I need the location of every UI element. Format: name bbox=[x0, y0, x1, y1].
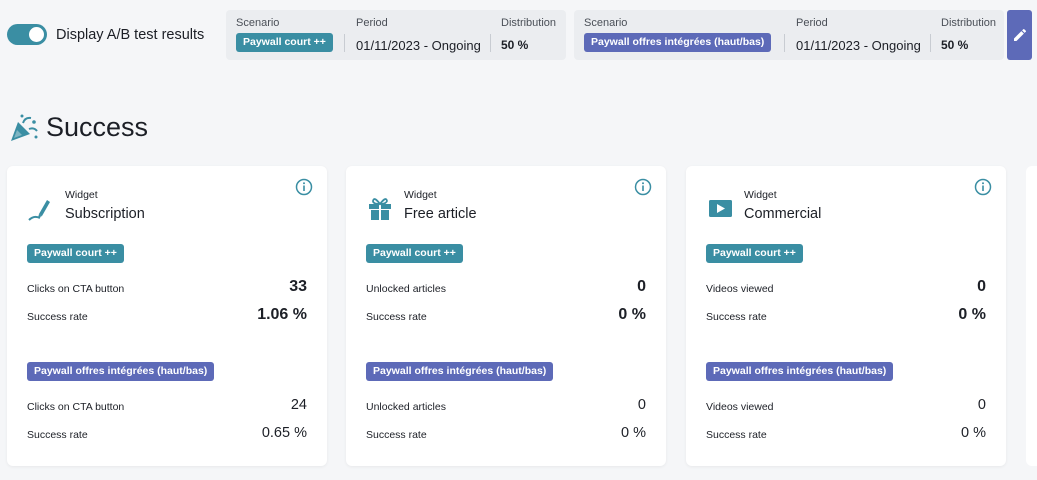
widget-caption: Widget bbox=[744, 189, 777, 201]
metric-label: Success rate bbox=[366, 429, 427, 441]
distribution-caption: Distribution bbox=[501, 17, 557, 29]
widget-caption: Widget bbox=[404, 189, 437, 201]
metric-value: 0 bbox=[977, 397, 986, 413]
widget-caption: Widget bbox=[65, 189, 98, 201]
period-caption: Period bbox=[796, 17, 828, 29]
distribution-value: 50 % bbox=[941, 38, 969, 52]
metric-value: 24 bbox=[290, 397, 307, 413]
edit-button[interactable] bbox=[1007, 10, 1032, 60]
divider bbox=[344, 34, 345, 52]
distribution-value: 50 % bbox=[501, 38, 529, 52]
distribution-caption: Distribution bbox=[941, 17, 997, 29]
scenario-badge: Paywall offres intégrées (haut/bas) bbox=[584, 33, 772, 52]
period-column: Period 01/11/2023 - Ongoing bbox=[356, 17, 481, 53]
metric-label: Unlocked articles bbox=[366, 401, 446, 413]
pen-icon bbox=[28, 200, 50, 221]
metric-value: 0 bbox=[637, 278, 646, 295]
scenario-badge: Paywall offres intégrées (haut/bas) bbox=[27, 362, 215, 381]
info-icon[interactable] bbox=[974, 178, 992, 196]
metric-label: Videos viewed bbox=[706, 283, 774, 295]
metric-label: Success rate bbox=[27, 311, 88, 323]
section-title: Success bbox=[46, 112, 149, 142]
metric-value: 0 % bbox=[621, 425, 646, 441]
video-play-icon bbox=[709, 200, 732, 217]
metric-value: 0 % bbox=[618, 306, 646, 323]
scenario-badge: Paywall court ++ bbox=[366, 244, 463, 263]
metric-label: Success rate bbox=[27, 429, 88, 441]
ab-toggle-row: Display A/B test results bbox=[7, 24, 204, 45]
metric-value: 1.06 % bbox=[257, 306, 307, 323]
metric-label: Videos viewed bbox=[706, 401, 774, 413]
scenario-badge: Paywall court ++ bbox=[706, 244, 803, 263]
metric-value: 33 bbox=[289, 278, 307, 295]
info-icon[interactable] bbox=[634, 178, 652, 196]
scenario-box-b: Scenario Paywall offres intégrées (haut/… bbox=[574, 10, 1004, 60]
period-caption: Period bbox=[356, 17, 388, 29]
metric-value: 0 % bbox=[961, 425, 986, 441]
divider bbox=[490, 34, 491, 52]
period-value: 01/11/2023 - Ongoing bbox=[356, 38, 481, 53]
ab-toggle-label: Display A/B test results bbox=[56, 26, 205, 43]
metric-value: 0 bbox=[637, 397, 646, 413]
distribution-column: Distribution 50 % bbox=[941, 17, 996, 52]
scenario-badge: Paywall offres intégrées (haut/bas) bbox=[366, 362, 554, 381]
ab-results-toggle[interactable] bbox=[7, 24, 47, 45]
widget-card-subscription: Widget Subscription Paywall court ++ Cli… bbox=[7, 166, 327, 466]
metric-value: 0.65 % bbox=[261, 425, 307, 441]
scenario-caption: Scenario bbox=[236, 17, 280, 29]
divider bbox=[784, 34, 785, 52]
pencil-icon bbox=[1013, 28, 1026, 41]
metric-label: Unlocked articles bbox=[366, 283, 446, 295]
widget-name: Commercial bbox=[744, 206, 822, 222]
metric-label: Clicks on CTA button bbox=[27, 283, 125, 295]
metric-label: Clicks on CTA button bbox=[27, 401, 125, 413]
scenario-badge: Paywall court ++ bbox=[27, 244, 124, 263]
period-value: 01/11/2023 - Ongoing bbox=[796, 38, 921, 53]
widget-name: Subscription bbox=[65, 206, 145, 222]
scenario-badge: Paywall court ++ bbox=[236, 33, 333, 52]
gift-icon bbox=[369, 198, 391, 220]
widget-card-commercial: Widget Commercial Paywall court ++ Video… bbox=[686, 166, 1006, 466]
scenario-box-a: Scenario Paywall court ++ Period 01/11/2… bbox=[226, 10, 566, 60]
period-column: Period 01/11/2023 - Ongoing bbox=[796, 17, 921, 53]
info-icon[interactable] bbox=[295, 178, 313, 196]
metric-value: 0 % bbox=[958, 306, 986, 323]
widget-card-partial bbox=[1026, 166, 1037, 466]
metric-label: Success rate bbox=[366, 311, 427, 323]
party-popper-icon bbox=[11, 114, 38, 141]
widget-name: Free article bbox=[404, 206, 477, 222]
divider bbox=[930, 34, 931, 52]
scenario-badge: Paywall offres intégrées (haut/bas) bbox=[706, 362, 894, 381]
metric-label: Success rate bbox=[706, 311, 767, 323]
metric-value: 0 bbox=[977, 278, 986, 295]
widget-card-free-article: Widget Free article Paywall court ++ Unl… bbox=[346, 166, 666, 466]
distribution-column: Distribution 50 % bbox=[501, 17, 556, 52]
scenario-column: Scenario Paywall court ++ bbox=[236, 17, 333, 52]
metric-label: Success rate bbox=[706, 429, 767, 441]
toggle-knob bbox=[29, 27, 44, 42]
section-heading: Success bbox=[9, 112, 148, 143]
scenario-caption: Scenario bbox=[584, 17, 628, 29]
scenario-column: Scenario Paywall offres intégrées (haut/… bbox=[584, 17, 772, 52]
